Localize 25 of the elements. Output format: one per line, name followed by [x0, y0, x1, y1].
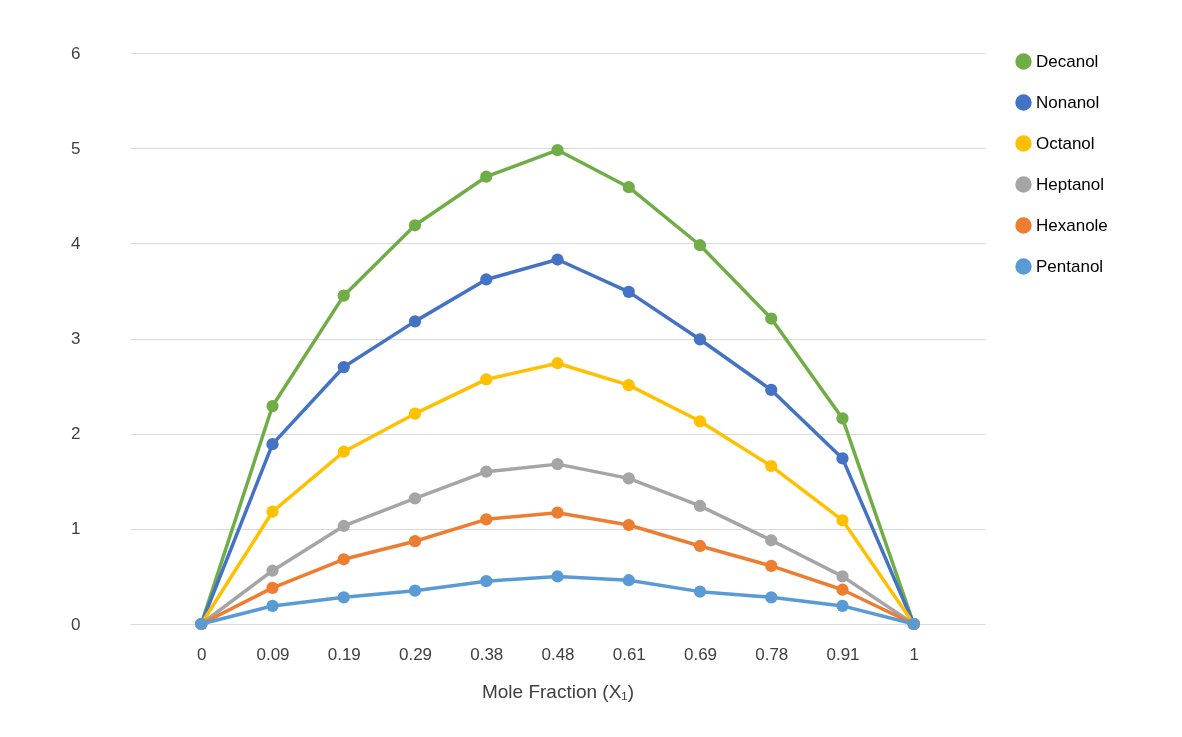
x-tick-label: 0.78 [755, 644, 789, 664]
x-tick-label: 0.61 [612, 644, 646, 664]
x-tick-label: 1 [909, 644, 919, 664]
y-tick-label: 6 [71, 43, 81, 63]
y-tick-label: 1 [71, 519, 81, 539]
x-tick-label: 0 [197, 644, 207, 664]
legend-label: Decanol [1036, 51, 1099, 71]
y-tick-label: 5 [71, 138, 81, 158]
x-axis-title: Mole Fraction (X₁) [481, 680, 635, 702]
y-tick-label: 3 [71, 329, 81, 348]
x-tick-label: 0.69 [683, 644, 718, 664]
legend-label: Octanol [1036, 133, 1095, 153]
y-tick-label: 2 [71, 424, 81, 444]
x-tick-label: 0.91 [826, 644, 860, 664]
y-tick-label: 0 [71, 614, 81, 634]
legend-label: Nonanol [1036, 92, 1100, 112]
x-tick-label: 0.09 [256, 644, 290, 664]
x-tick-label: 0.19 [327, 644, 361, 664]
x-tick-label: 0.48 [541, 644, 575, 664]
legend-label: Heptanol [1036, 174, 1105, 194]
x-tick-label: 0.29 [398, 644, 433, 664]
legend-label: Pentanol [1036, 256, 1104, 276]
legend-label: Hexanole [1036, 215, 1108, 235]
x-tick-label: 0.38 [470, 644, 504, 664]
y-tick-label: 4 [71, 233, 81, 253]
